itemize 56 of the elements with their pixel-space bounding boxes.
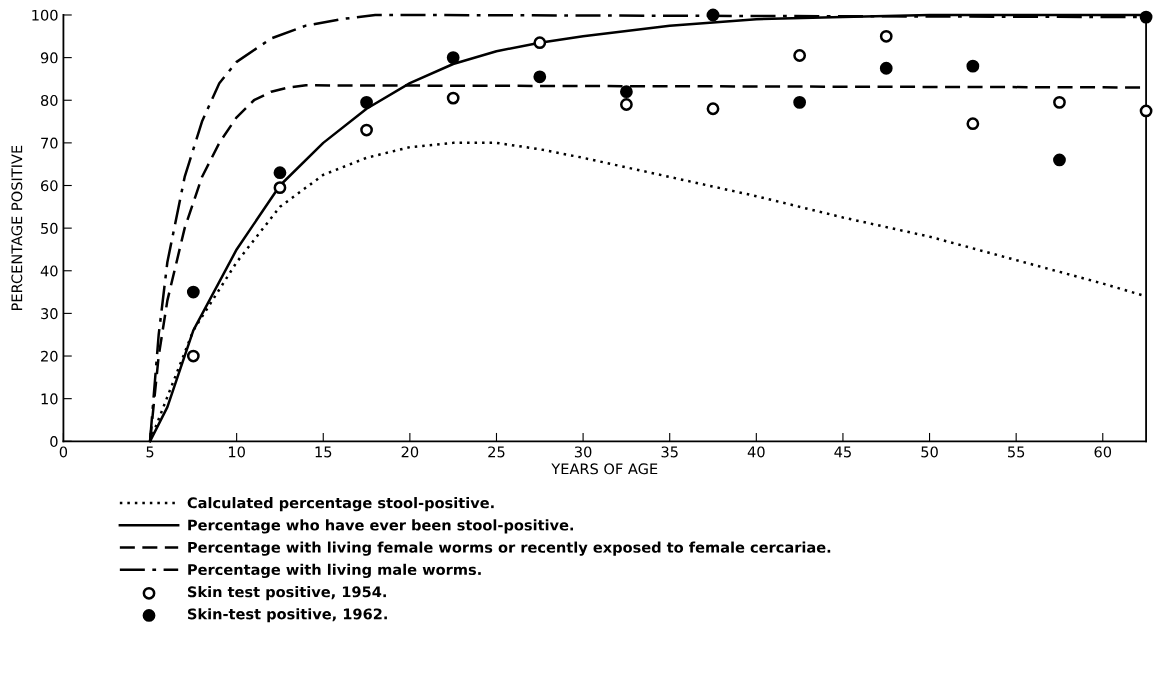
legend-label: Skin test positive, 1954. <box>187 586 386 601</box>
point <box>620 98 633 111</box>
point <box>533 36 547 50</box>
y-tick-label: 50 <box>41 222 58 234</box>
y-tick-label: 90 <box>40 52 58 64</box>
legend-label: Skin-test positive, 1962. <box>187 608 387 623</box>
x-tick-label: 40 <box>747 446 765 458</box>
legend-label: Percentage with living male worms. <box>188 563 481 579</box>
point <box>1139 10 1153 24</box>
point <box>446 91 460 105</box>
point <box>360 95 373 109</box>
y-tick-label: 70 <box>41 137 58 149</box>
y-tick-label: 100 <box>32 9 58 21</box>
y-tick-label: 80 <box>40 94 58 106</box>
point <box>879 29 893 43</box>
y-axis-title: PERCENTAGE POSITIVE <box>11 145 23 310</box>
x-tick-label: 20 <box>401 446 419 458</box>
x-tick-label: 35 <box>661 446 678 458</box>
point <box>706 8 720 22</box>
point <box>186 349 200 363</box>
x-axis-title: YEARS OF AGE <box>551 463 658 475</box>
x-tick-label: 0 <box>59 446 68 458</box>
x-tick-label: 10 <box>228 446 245 458</box>
x-tick-label: 60 <box>1094 446 1112 458</box>
y-tick-label: 60 <box>41 180 58 192</box>
point <box>273 181 287 195</box>
point <box>186 285 200 299</box>
point <box>966 117 980 131</box>
point <box>793 95 807 109</box>
y-tick-label: 20 <box>41 350 58 362</box>
point <box>793 49 807 62</box>
point <box>533 70 547 84</box>
x-tick-label: 50 <box>921 446 938 458</box>
x-tick-label: 55 <box>1008 446 1025 458</box>
x-tick-label: 30 <box>574 446 592 458</box>
x-tick-label: 45 <box>834 446 851 458</box>
point <box>446 51 460 65</box>
point <box>879 61 893 75</box>
x-tick-label: 15 <box>315 446 332 458</box>
point <box>273 166 287 180</box>
y-tick-label: 30 <box>41 308 58 320</box>
point <box>1053 153 1066 167</box>
point <box>1053 95 1066 109</box>
y-tick-label: 40 <box>40 265 58 277</box>
x-tick-label: 25 <box>488 446 505 458</box>
y-tick-label: 0 <box>50 436 58 448</box>
legend-label: Percentage with living female worms or recently exposed to female cercariae. <box>188 541 831 556</box>
point <box>620 85 633 99</box>
point <box>360 123 373 137</box>
point <box>966 59 980 73</box>
x-tick-label: 5 <box>146 446 154 458</box>
legend-label: Calculated percentage stool-positive. <box>187 497 494 512</box>
legend-label: Percentage who have ever been stool-positive. <box>188 519 574 534</box>
point <box>1139 104 1153 118</box>
point <box>706 102 720 116</box>
y-tick-label: 10 <box>41 393 58 405</box>
